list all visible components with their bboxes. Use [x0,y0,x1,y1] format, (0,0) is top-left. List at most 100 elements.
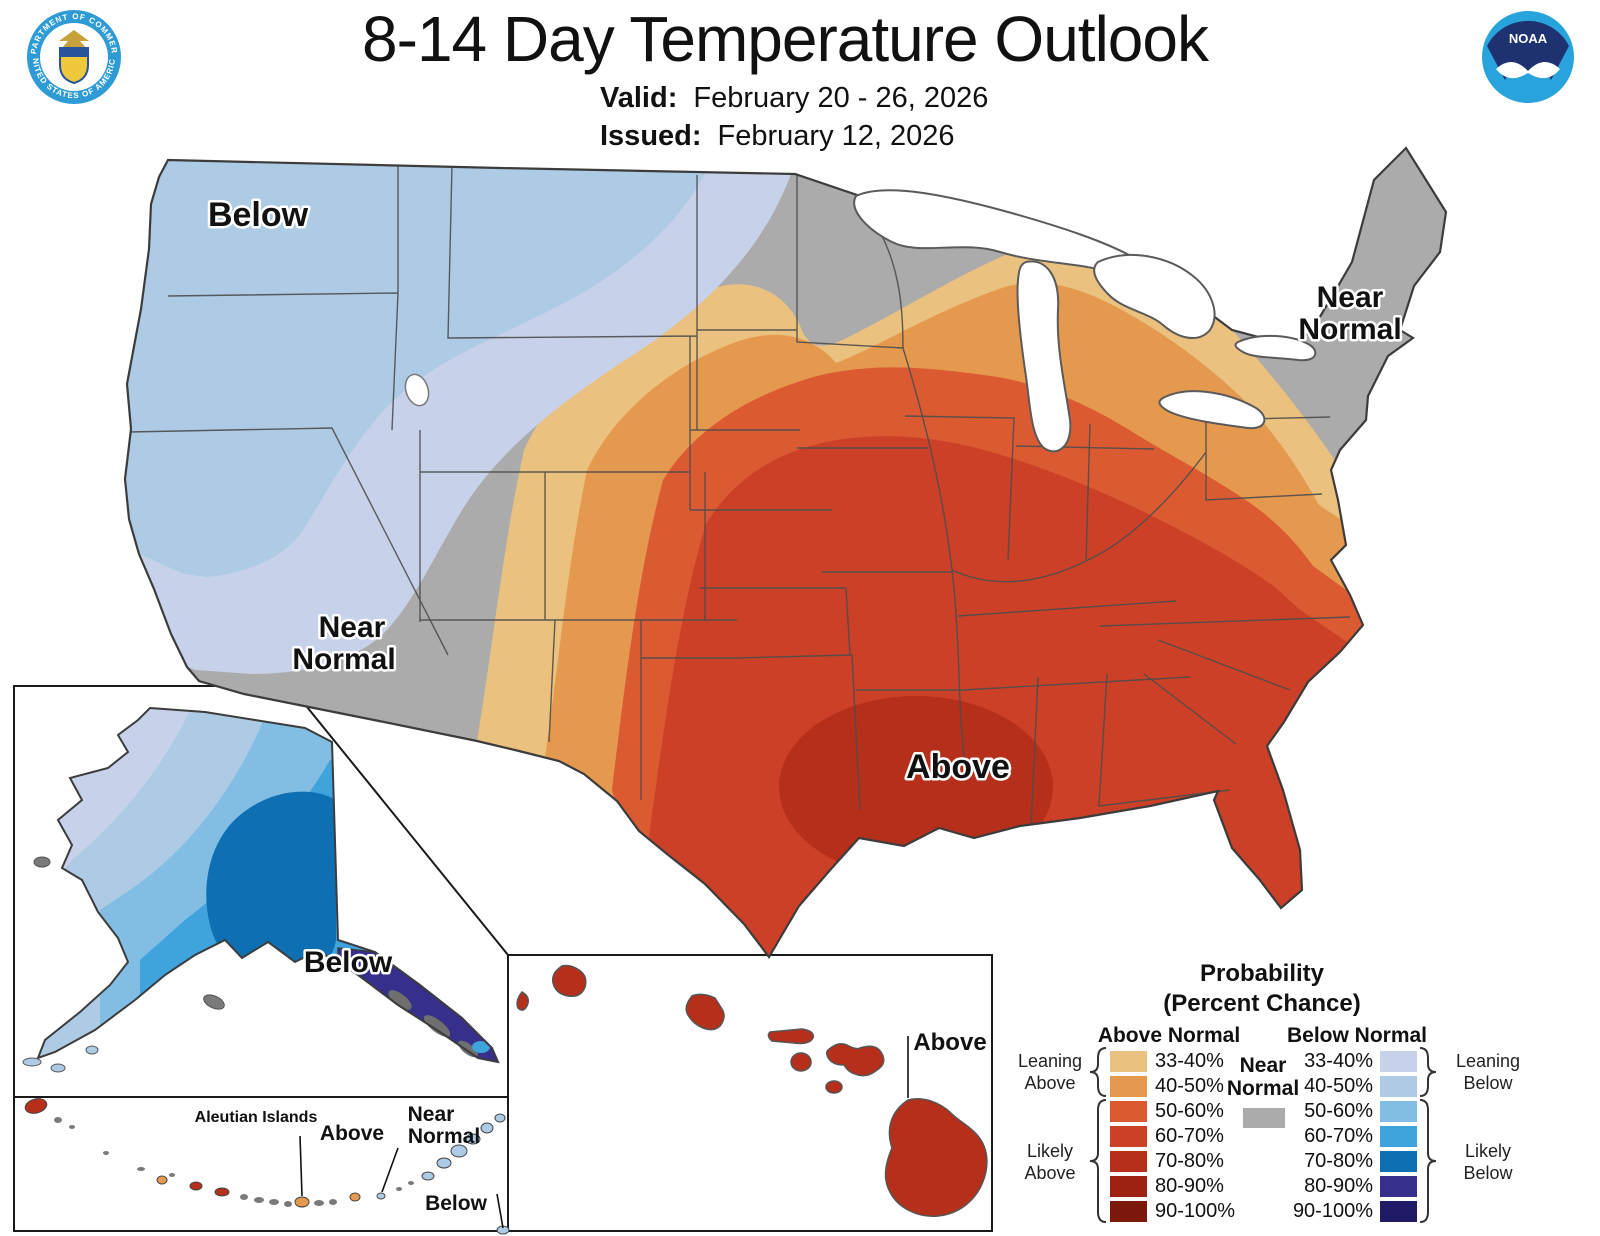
legend-range-below-80-90: 80-90% [1304,1175,1373,1197]
label-sw-normal: Normal [292,643,395,676]
label-south-above: Above [906,748,1010,786]
lake-ontario [1234,334,1317,362]
doc-logo: DEPARTMENT OF COMMERCE UNITED STATES OF … [0,0,121,104]
legend-leaning-below-label: Leaning Below [1446,1050,1530,1094]
leaning-above-line2: Above [1024,1073,1076,1093]
label-ne-normal: Normal [1298,313,1401,346]
panhandle-blue-island [472,1041,490,1053]
above-70-80-region [779,696,1053,878]
legend-swatch-above-80-90 [1110,1176,1147,1197]
aleutian-below-pointer [496,1193,504,1229]
great-salt-lake [404,373,430,407]
pointer-lines [299,1036,909,1229]
leaning-above-line1: Leaning [1017,1051,1083,1071]
legend-swatch-below-33-40 [1380,1051,1417,1072]
legend-header-below: Below Normal [1286,1024,1428,1047]
legend-swatch-below-70-80 [1380,1151,1417,1172]
legend-range-above-40-50: 40-50% [1155,1075,1224,1097]
island-maui [825,1043,885,1077]
legend-near-line2: Normal [1226,1077,1300,1100]
brace-leaning-below [1419,1047,1437,1097]
valid-value: February 20 - 26, 2026 [693,82,989,114]
label-aleutian-above: Above [320,1122,384,1145]
island-lanai [790,1052,812,1072]
label-hawaii-above: Above [913,1029,986,1056]
legend-range-above-70-80: 70-80% [1155,1150,1224,1172]
noaa-logo-text: NOAA [1509,31,1548,46]
legend-swatch-below-50-60 [1380,1101,1417,1122]
legend-range-above-33-40: 33-40% [1155,1050,1224,1072]
legend-range-below-60-70: 60-70% [1304,1125,1373,1147]
legend-swatch-below-40-50 [1380,1076,1417,1097]
label-aleutian-title: Aleutian Islands [195,1109,318,1126]
legend-range-above-80-90: 80-90% [1155,1175,1224,1197]
great-lakes [853,189,1317,453]
legend-range-below-33-40: 33-40% [1304,1050,1373,1072]
aleutian-islands-gray [54,1117,414,1207]
likely-below-line2: Below [1463,1163,1513,1183]
brace-likely-below [1419,1099,1437,1223]
legend-swatch-above-50-60 [1110,1101,1147,1122]
legend-range-below-90-100: 90-100% [1292,1200,1373,1222]
label-alaska-below: Below [304,946,393,979]
issued-label: Issued: [600,120,702,152]
valid-label: Valid: [600,82,678,114]
legend-near-normal-label: Near Normal [1210,1054,1316,1100]
state-borders [127,163,1351,829]
legend-title: Probability [1199,960,1325,987]
island-niihau [516,991,529,1011]
legend-swatch-near-normal [1243,1108,1285,1128]
aleutian-above-pointer [299,1135,303,1197]
valid-row: Valid: February 20 - 26, 2026 [600,82,988,115]
island-molokai [767,1028,815,1045]
alaska-70-80 [206,791,336,984]
noaa-logo: NOAA [1482,11,1574,103]
legend-range-above-50-60: 50-60% [1155,1100,1224,1122]
us-border [123,146,1448,959]
label-aleutian-normal: Normal [408,1125,480,1148]
panhandle-mountains [388,990,478,1058]
legend-swatch-above-70-80 [1110,1151,1147,1172]
legend-range-below-70-80: 70-80% [1304,1150,1373,1172]
label-nw-below: Below [208,196,309,234]
legend-range-below-40-50: 40-50% [1304,1075,1373,1097]
hawaii-islands [516,964,988,1217]
aleutian-inset-frame [13,1096,509,1232]
island-kahoolawe [825,1080,843,1094]
doc-shield-chief [60,48,88,57]
legend-swatch-above-40-50 [1110,1076,1147,1097]
label-ne-near: Near [1317,281,1384,314]
likely-below-line1: Likely [1464,1141,1512,1161]
issued-row: Issued: February 12, 2026 [600,120,955,153]
lake-michigan [1016,260,1072,453]
brace-leaning-above [1089,1047,1107,1097]
brace-likely-above [1089,1099,1107,1223]
issued-value: February 12, 2026 [717,120,955,152]
legend-range-above-60-70: 60-70% [1155,1125,1224,1147]
below-40-50-region [125,160,706,577]
aleutian-islands-blue [376,1113,510,1235]
alaska-small-islands [22,856,225,1073]
label-aleutian-below: Below [425,1192,488,1215]
label-aleutian-near: Near [408,1103,455,1126]
island-kauai [551,964,587,998]
legend-header-above: Above Normal [1097,1024,1241,1047]
leaning-below-line1: Leaning [1455,1051,1521,1071]
label-sw-near: Near [319,611,386,644]
alaska-border [36,706,500,1064]
legend-swatch-above-90-100 [1110,1201,1147,1222]
legend-leaning-above-label: Leaning Above [1008,1050,1092,1094]
lake-erie [1158,390,1266,430]
legend-swatch-above-33-40 [1110,1051,1147,1072]
legend-range-below-50-60: 50-60% [1304,1100,1373,1122]
legend-swatch-below-90-100 [1380,1201,1417,1222]
legend-likely-above-label: Likely Above [1008,1140,1092,1184]
legend-swatch-below-80-90 [1380,1176,1417,1197]
legend-swatch-above-60-70 [1110,1126,1147,1147]
legend-near-line1: Near [1239,1054,1287,1077]
island-oahu [685,993,725,1031]
doc-eagle-icon [59,30,89,48]
legend-subtitle: (Percent Chance) [1163,990,1361,1017]
